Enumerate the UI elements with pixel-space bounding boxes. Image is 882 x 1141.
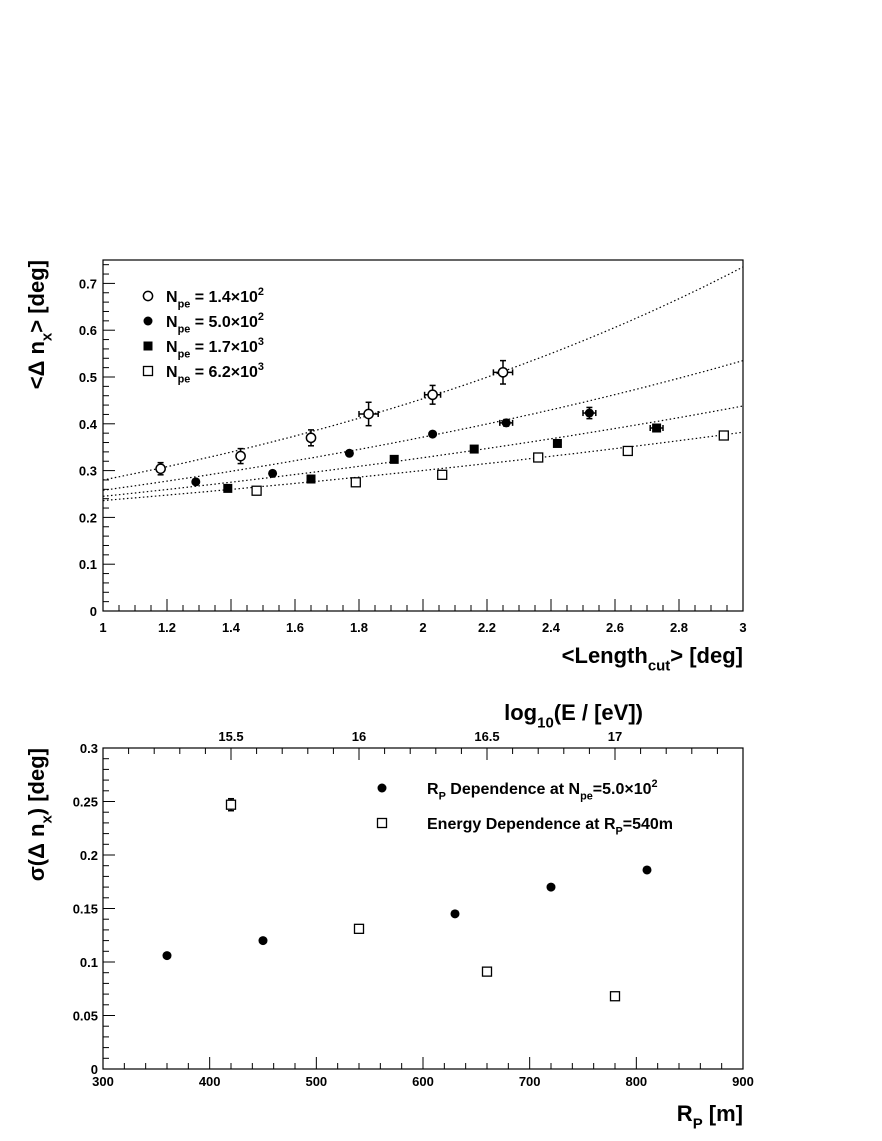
y-tick-label: 0.1	[79, 557, 97, 572]
x-tick-label: 1.8	[350, 620, 368, 635]
top-axis-label: log10(E / [eV])	[504, 700, 643, 732]
data-point	[389, 454, 399, 464]
data-point	[344, 448, 354, 458]
data-point	[546, 882, 556, 892]
y-tick-label: 0.2	[79, 510, 97, 525]
data-point	[437, 469, 448, 480]
bottom-plot: 300 400 500 600 700 800 900 15.5 16 16.5 17 0 0.05 0.…	[24, 700, 754, 1133]
data-point	[353, 923, 365, 934]
data-point	[428, 429, 438, 439]
data-point	[162, 951, 172, 961]
x-tick-label: 300	[92, 1074, 114, 1089]
y-tick-label: 0.4	[79, 417, 98, 432]
legend-marker	[142, 290, 154, 302]
legend-marker	[377, 783, 387, 793]
y-tick-label: 0.15	[73, 902, 98, 917]
y-tick-label: 0	[90, 604, 97, 619]
top-tick-label: 16	[352, 729, 366, 744]
y-tick-label: 0.6	[79, 323, 97, 338]
legend-label: Energy Dependence at RP=540m	[427, 816, 673, 838]
data-point	[225, 799, 237, 810]
x-axis-label: <Lengthcut> [deg]	[562, 643, 743, 675]
data-point	[652, 423, 662, 433]
data-point	[584, 408, 594, 418]
data-point	[258, 936, 268, 946]
x-tick-label: 600	[412, 1074, 434, 1089]
data-point	[552, 438, 562, 448]
data-point	[223, 483, 233, 493]
y-tick-label: 0.2	[80, 848, 98, 863]
data-point	[501, 418, 511, 428]
y-tick-label: 0.3	[80, 741, 98, 756]
data-point	[305, 432, 317, 444]
data-point	[268, 468, 278, 478]
x-tick-label: 2.6	[606, 620, 624, 635]
data-point	[469, 444, 479, 454]
x-tick-label: 400	[199, 1074, 221, 1089]
y-tick-label: 0	[91, 1062, 98, 1077]
x-tick-label: 2.8	[670, 620, 688, 635]
fit-curve	[102, 431, 744, 502]
x-tick-label: 2	[419, 620, 426, 635]
x-tick-label: 1.6	[286, 620, 304, 635]
y-axis-label: σ(Δ nx) [deg]	[24, 748, 56, 881]
legend-label: Npe = 1.4×102	[166, 286, 264, 311]
top-tick-label: 17	[608, 729, 622, 744]
plot-frame	[102, 259, 744, 612]
data-point	[350, 477, 361, 488]
data-point	[718, 430, 729, 441]
data-point	[497, 366, 509, 378]
data-point	[642, 865, 652, 875]
legend-marker	[376, 817, 388, 829]
x-tick-label: 700	[519, 1074, 541, 1089]
data-point	[235, 450, 246, 462]
x-tick-label: 500	[305, 1074, 327, 1089]
x-tick-label: 1.2	[158, 620, 176, 635]
y-tick-label: 0.05	[73, 1009, 98, 1024]
data-point	[155, 463, 166, 475]
y-tick-label: 0.3	[79, 464, 97, 479]
x-tick-label: 2.4	[542, 620, 561, 635]
x-tick-label: 900	[732, 1074, 754, 1089]
data-point	[191, 477, 201, 487]
y-tick-label: 0.25	[73, 795, 98, 810]
x-tick-label: 1.4	[222, 620, 241, 635]
top-tick-label: 16.5	[474, 729, 499, 744]
data-point	[251, 485, 262, 496]
x-tick-label: 1	[99, 620, 106, 635]
data-point	[363, 408, 374, 420]
fit-curve	[102, 360, 744, 491]
legend-marker	[143, 316, 153, 326]
fit-curve	[102, 266, 744, 481]
x-tick-label: 800	[625, 1074, 647, 1089]
y-tick-label: 0.1	[80, 955, 98, 970]
top-plot: 1 1.2 1.4 1.6 1.8 2 2.2 2.4 2.6 2.8 3 0 0.1 0.2 0.3 0.4…	[24, 259, 747, 675]
data-point	[306, 474, 316, 484]
legend-label: Npe = 1.7×103	[166, 336, 264, 361]
y-tick-label: 0.5	[79, 370, 97, 385]
x-axis-label: RP [m]	[677, 1101, 743, 1133]
data-point	[533, 452, 544, 463]
data-point	[481, 966, 493, 977]
data-point	[427, 389, 438, 401]
y-axis-label: <Δ nx> [deg]	[24, 260, 56, 389]
legend-marker	[142, 365, 154, 377]
data-point	[622, 445, 633, 457]
top-tick-label: 15.5	[218, 729, 243, 744]
data-point	[609, 991, 621, 1002]
x-tick-label: 2.2	[478, 620, 496, 635]
legend-label: Npe = 5.0×102	[166, 311, 264, 336]
legend-marker	[143, 341, 153, 351]
legend-label: Npe = 6.2×103	[166, 361, 264, 386]
y-tick-label: 0.7	[79, 276, 97, 291]
x-tick-label: 3	[739, 620, 746, 635]
data-point	[450, 909, 460, 919]
legend-label: RP Dependence at Npe=5.0×102	[427, 778, 658, 803]
